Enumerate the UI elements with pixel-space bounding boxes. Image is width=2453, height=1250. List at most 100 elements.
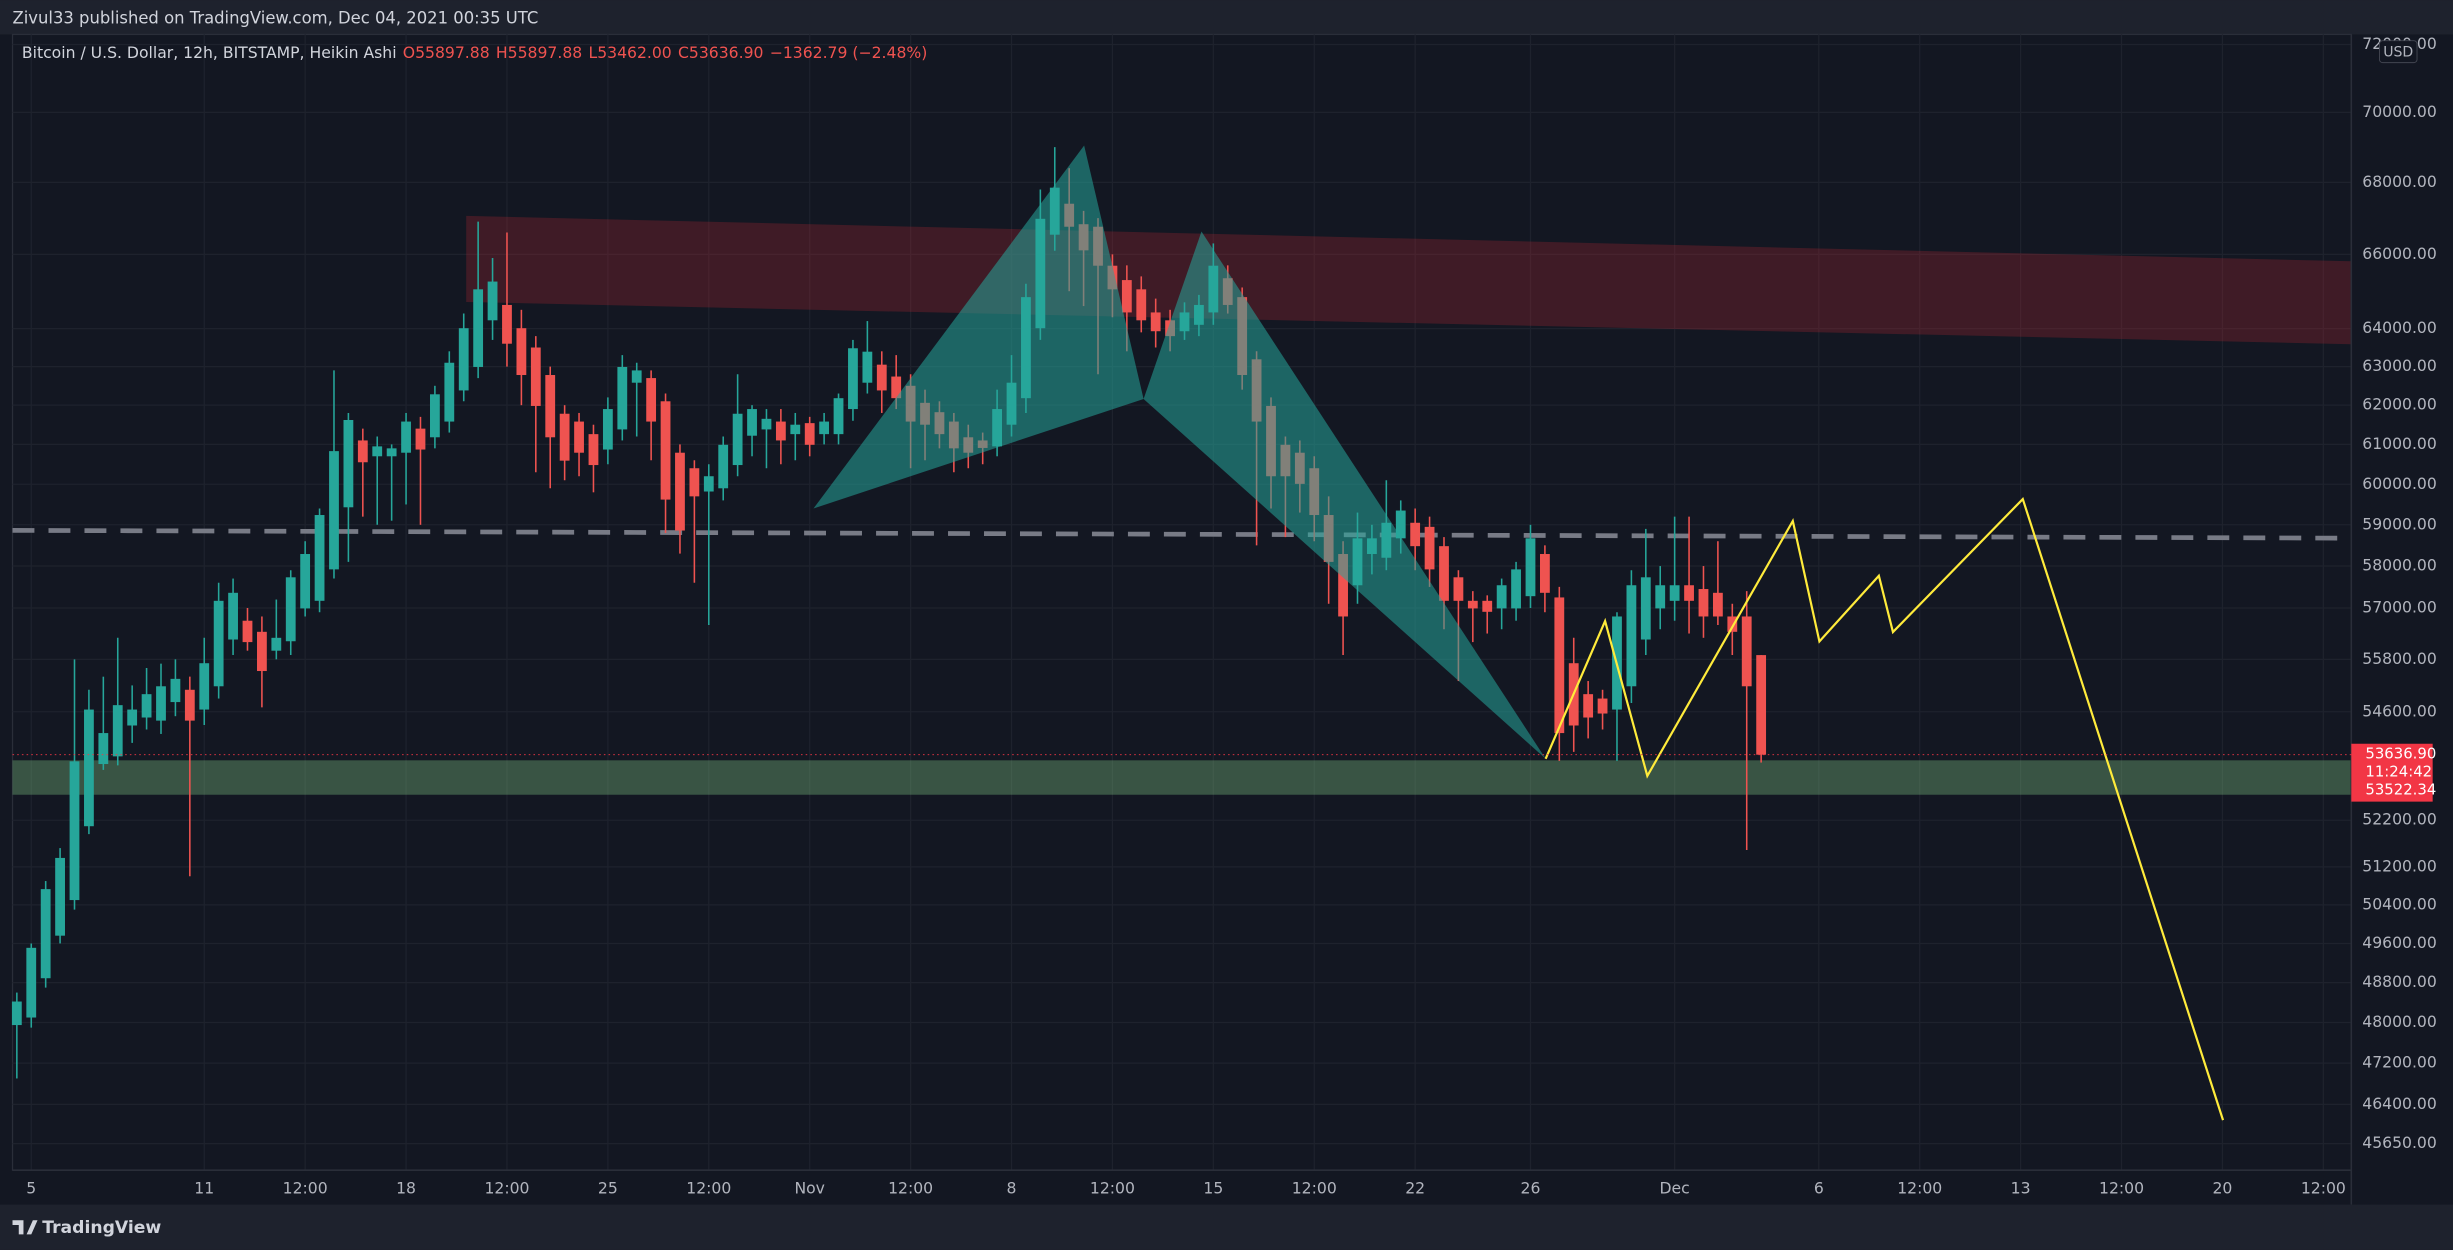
candle-body (473, 289, 484, 367)
countdown-label: 11:24:42 (2365, 763, 2432, 781)
y-tick-label: 52200.00 (2362, 810, 2437, 829)
candle-body (1554, 597, 1565, 734)
y-tick-label: 58000.00 (2362, 556, 2437, 575)
harmonic-pattern (813, 145, 2225, 1121)
x-tick-label: 12:00 (686, 1178, 731, 1197)
candle-body (112, 705, 123, 757)
candle-body (343, 420, 354, 508)
brand-name: TradingView (42, 1218, 161, 1238)
legend-open: O55897.88 (403, 43, 490, 62)
footer-bar (0, 1204, 2453, 1250)
candle-body (372, 446, 383, 457)
candle-body (574, 421, 584, 453)
candle-body (170, 678, 181, 703)
legend-low: L53462.00 (588, 43, 671, 62)
y-tick-label: 60000.00 (2362, 474, 2437, 493)
y-tick-label: 61000.00 (2362, 434, 2437, 453)
candle-body (257, 631, 267, 672)
y-tick-label: 64000.00 (2362, 318, 2437, 337)
candle-body (1121, 280, 1132, 313)
x-tick-label: 12:00 (283, 1178, 328, 1197)
candle-body (55, 857, 65, 936)
header-bar (0, 0, 2453, 35)
zones (12, 215, 2352, 795)
candle-body (1511, 569, 1521, 609)
candle-body (1698, 589, 1709, 617)
candle-body (444, 362, 455, 422)
candle-body (242, 620, 253, 643)
candle-body (357, 440, 368, 463)
candle-body (790, 424, 801, 435)
y-tick-label: 45650.00 (2362, 1133, 2437, 1152)
candle-body (11, 1001, 22, 1026)
candle-body (1756, 655, 1767, 755)
publish-info: Zivul33 published on TradingView.com, De… (13, 8, 539, 27)
y-tick-label: 50400.00 (2362, 894, 2437, 913)
candle-body (732, 413, 743, 466)
y-tick-label: 63000.00 (2362, 356, 2437, 375)
y-tick-label: 51200.00 (2362, 856, 2437, 875)
candle-body (184, 689, 195, 721)
brand-logo (12, 1220, 38, 1235)
x-tick-label: 22 (1405, 1178, 1425, 1197)
candle-body (1669, 585, 1680, 601)
x-tick-label: 6 (1814, 1178, 1824, 1197)
x-tick-label: 26 (1521, 1178, 1541, 1197)
y-tick-label: 59000.00 (2362, 514, 2437, 533)
candle-body (69, 761, 80, 901)
candle-body (26, 947, 37, 1018)
price-tag-label: 53636.90 (2365, 745, 2436, 763)
x-tick-label: 12:00 (1292, 1178, 1337, 1197)
candle-body (862, 351, 873, 383)
candle-body (876, 364, 887, 391)
candle-body (1453, 577, 1464, 601)
candle-body (775, 421, 786, 441)
candle-body (1597, 698, 1608, 714)
candle-body (1338, 554, 1348, 617)
candle-body (1467, 600, 1478, 609)
candle-body (1741, 616, 1752, 687)
candle-body (271, 637, 282, 651)
currency-label: USD (2383, 44, 2413, 60)
candle-body (1439, 546, 1449, 601)
candle-body (804, 423, 815, 445)
pattern-triangle (813, 145, 1144, 509)
candle-body (199, 663, 210, 710)
candle-body (516, 328, 527, 376)
candle-body (40, 889, 51, 979)
candle-body (127, 709, 138, 726)
candle-body (1410, 522, 1421, 547)
legend-high: H55897.88 (496, 43, 582, 62)
candle-body (703, 476, 714, 492)
x-tick-label: 8 (1007, 1178, 1017, 1197)
x-tick-label: 12:00 (2301, 1178, 2346, 1197)
candle-body (1712, 592, 1723, 617)
x-tick-label: 13 (2011, 1178, 2031, 1197)
y-tick-label: 48800.00 (2362, 972, 2437, 991)
x-tick-label: 12:00 (888, 1178, 933, 1197)
candle-body (1424, 526, 1435, 570)
y-tick-label: 48000.00 (2362, 1012, 2437, 1031)
x-tick-label: 12:00 (2099, 1178, 2144, 1197)
resistance-zone (466, 215, 2352, 345)
candle-body (530, 347, 541, 406)
price-tag-second: 53522.34 (2365, 781, 2436, 799)
candle-body (747, 409, 757, 436)
candle-body (329, 451, 339, 570)
support-zone (12, 760, 2352, 795)
currency-badge[interactable] (2379, 40, 2418, 64)
candle-body (891, 376, 902, 399)
candle-body (84, 709, 94, 827)
candle-body (228, 592, 238, 640)
candle-body (761, 418, 772, 430)
x-tick-label: 12:00 (484, 1178, 529, 1197)
candle-body (819, 421, 830, 435)
candle-body (386, 448, 397, 457)
candle-body (458, 328, 469, 391)
candle-body (1626, 585, 1637, 687)
candle-body (98, 733, 109, 765)
candle-body (1539, 554, 1550, 593)
axes: 72000.0070000.0068000.0066000.0064000.00… (12, 34, 2437, 1197)
